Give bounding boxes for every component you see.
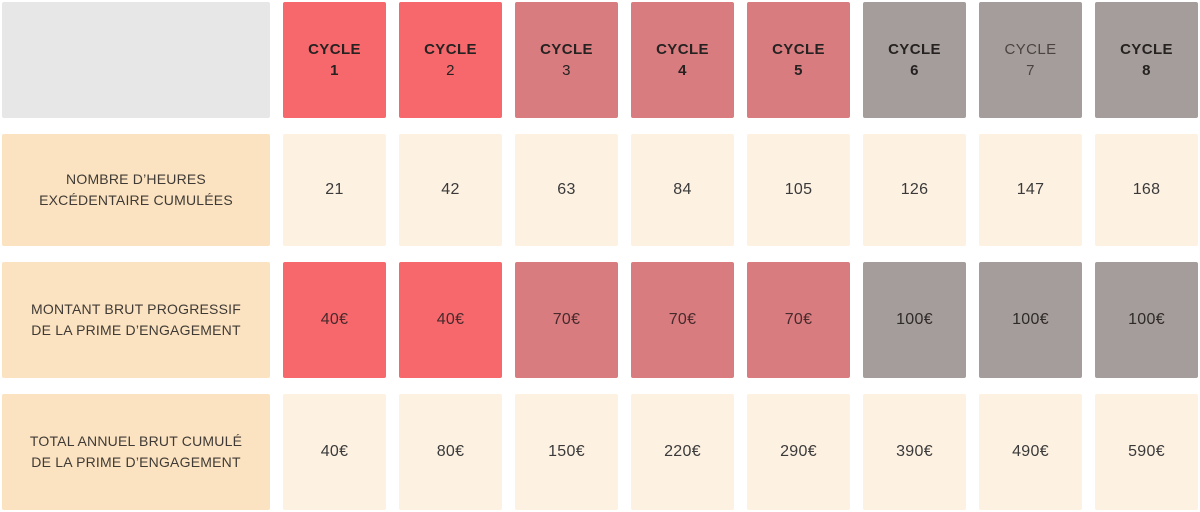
cycle-number: 7 <box>1026 62 1035 79</box>
cycle-header-8: CYCLE 8 <box>1095 2 1198 118</box>
cycle-header-6: CYCLE 6 <box>863 2 966 118</box>
total-cycle-1: 40€ <box>283 394 386 510</box>
cycle-header-5: CYCLE 5 <box>747 2 850 118</box>
cycle-word: CYCLE <box>1120 41 1173 58</box>
cycle-word: CYCLE <box>1004 41 1057 58</box>
hours-cycle-1: 21 <box>283 134 386 246</box>
total-cycle-3: 150€ <box>515 394 618 510</box>
cycle-word: CYCLE <box>424 41 477 58</box>
cycle-word: CYCLE <box>888 41 941 58</box>
total-cycle-7: 490€ <box>979 394 1082 510</box>
hours-cycle-6: 126 <box>863 134 966 246</box>
amount-cycle-5: 70€ <box>747 262 850 378</box>
cycle-number: 1 <box>330 62 339 79</box>
cycle-word: CYCLE <box>308 41 361 58</box>
cycle-number: 5 <box>794 62 803 79</box>
cycle-header-1: CYCLE 1 <box>283 2 386 118</box>
cycle-word: CYCLE <box>772 41 825 58</box>
total-cycle-6: 390€ <box>863 394 966 510</box>
hours-cycle-2: 42 <box>399 134 502 246</box>
cycle-word: CYCLE <box>656 41 709 58</box>
cycle-number: 2 <box>446 62 455 79</box>
cycle-number: 6 <box>910 62 919 79</box>
hours-cycle-3: 63 <box>515 134 618 246</box>
amount-cycle-1: 40€ <box>283 262 386 378</box>
hours-cycle-4: 84 <box>631 134 734 246</box>
cycle-header-3: CYCLE 3 <box>515 2 618 118</box>
cycle-number: 8 <box>1142 62 1151 79</box>
total-cycle-4: 220€ <box>631 394 734 510</box>
amount-cycle-7: 100€ <box>979 262 1082 378</box>
amount-cycle-4: 70€ <box>631 262 734 378</box>
total-cycle-5: 290€ <box>747 394 850 510</box>
hours-cycle-7: 147 <box>979 134 1082 246</box>
amount-cycle-8: 100€ <box>1095 262 1198 378</box>
row-label-annual-total: TOTAL ANNUEL BRUT CUMULÉ DE LA PRIME D’E… <box>2 394 270 510</box>
cycle-number: 3 <box>562 62 571 79</box>
corner-cell <box>2 2 270 118</box>
row-label-hours: NOMBRE D’HEURES EXCÉDENTAIRE CUMULÉES <box>2 134 270 246</box>
hours-cycle-8: 168 <box>1095 134 1198 246</box>
cycle-header-7: CYCLE 7 <box>979 2 1082 118</box>
total-cycle-8: 590€ <box>1095 394 1198 510</box>
cycle-number: 4 <box>678 62 687 79</box>
amount-cycle-2: 40€ <box>399 262 502 378</box>
cycle-word: CYCLE <box>540 41 593 58</box>
total-cycle-2: 80€ <box>399 394 502 510</box>
hours-cycle-5: 105 <box>747 134 850 246</box>
cycle-header-4: CYCLE 4 <box>631 2 734 118</box>
cycle-header-2: CYCLE 2 <box>399 2 502 118</box>
row-label-progressive-amount: MONTANT BRUT PROGRESSIF DE LA PRIME D’EN… <box>2 262 270 378</box>
amount-cycle-3: 70€ <box>515 262 618 378</box>
amount-cycle-6: 100€ <box>863 262 966 378</box>
